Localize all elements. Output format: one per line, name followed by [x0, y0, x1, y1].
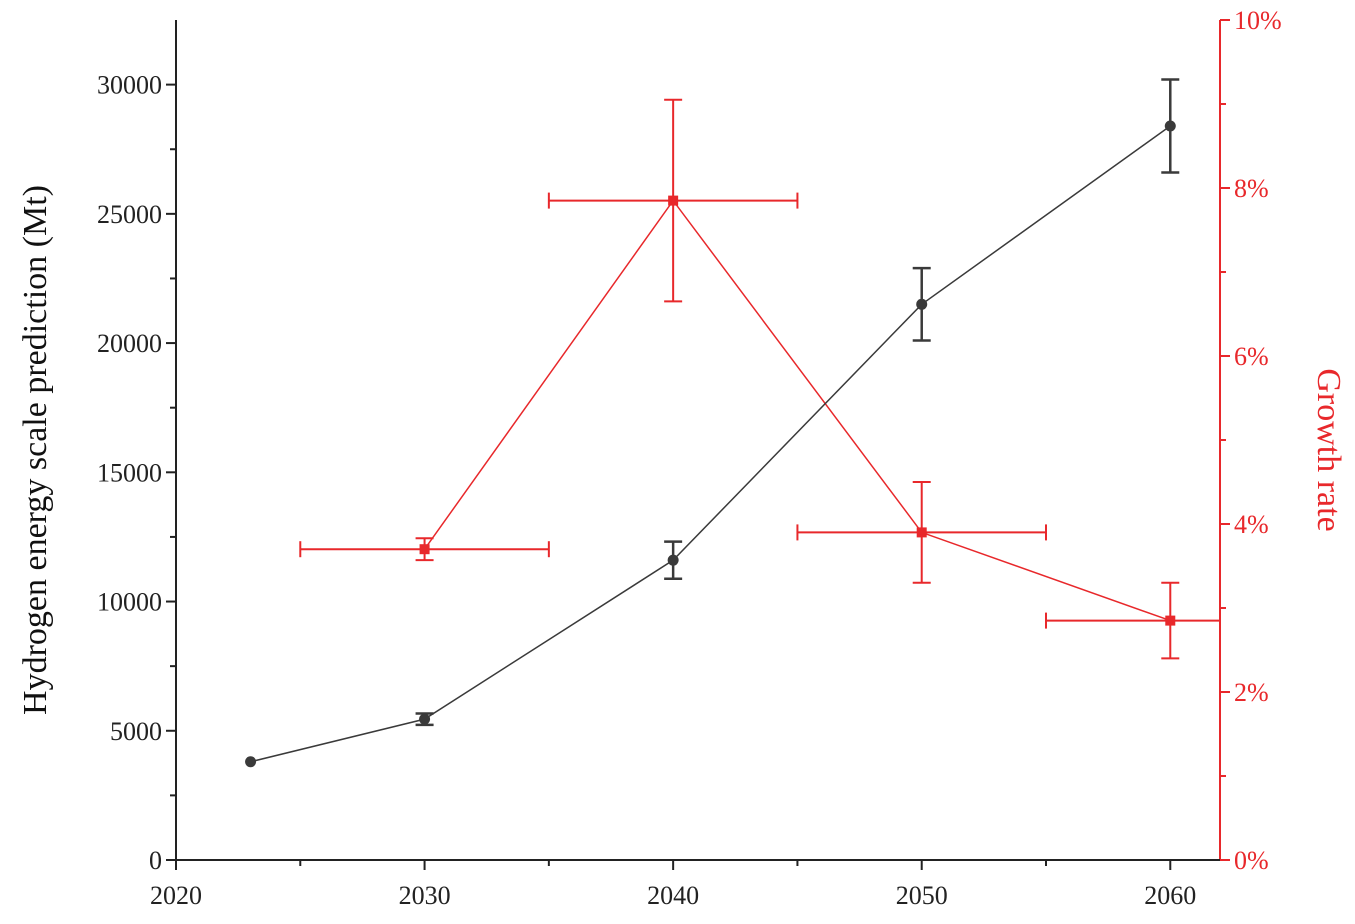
left-y-tick-label: 5000 [110, 717, 162, 746]
hydrogen-scale-point [1164, 120, 1176, 132]
x-tick-label: 2030 [399, 881, 451, 910]
right-y-axis-title: Growth rate [1310, 368, 1347, 531]
left-y-tick-label: 30000 [97, 71, 162, 100]
right-y-tick-label: 8% [1234, 174, 1269, 203]
x-tick-label: 2040 [647, 881, 699, 910]
hydrogen-scale-point [245, 756, 257, 768]
growth-rate-point [916, 527, 927, 538]
growth-rate-point [419, 544, 430, 555]
hydrogen-scale-point [419, 713, 431, 725]
left-y-tick-label: 15000 [97, 458, 162, 487]
hydrogen-scale-point [667, 554, 679, 566]
right-y-tick-label: 4% [1234, 510, 1269, 539]
hydrogen-scale-line [250, 125, 1171, 763]
right-y-tick-label: 2% [1234, 678, 1269, 707]
right-y-tick-label: 10% [1234, 6, 1282, 35]
growth-rate-point [668, 195, 679, 206]
left-y-tick-label: 20000 [97, 329, 162, 358]
growth-rate-point [1165, 615, 1176, 626]
hydrogen-scale-series [245, 78, 1180, 768]
growth-rate-series [299, 98, 1220, 660]
left-y-tick-label: 0 [149, 846, 162, 875]
axis-ticks: 2020 2030 2040 2050 2060 0 5000 10000 15000 20000… [97, 6, 1282, 910]
left-y-tick-label: 10000 [97, 588, 162, 617]
x-tick-label: 2050 [896, 881, 948, 910]
left-y-axis-title: Hydrogen energy scale prediction (Mt) [17, 185, 54, 715]
x-tick-label: 2060 [1144, 881, 1196, 910]
right-y-tick-label: 0% [1234, 846, 1269, 875]
growth-rate-line [423, 199, 1171, 622]
hydrogen-scale-point [916, 298, 928, 310]
x-tick-label: 2020 [150, 881, 202, 910]
right-y-tick-label: 6% [1234, 342, 1269, 371]
left-y-tick-label: 25000 [97, 200, 162, 229]
